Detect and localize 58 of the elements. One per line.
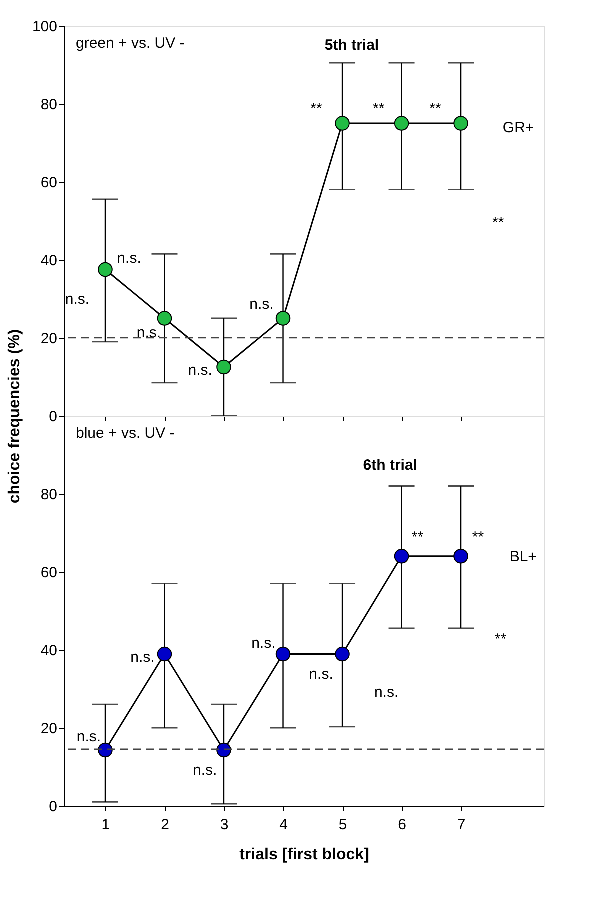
annotation: n.s. (188, 362, 212, 379)
point (157, 311, 172, 326)
y-tick-label: 100 (32, 18, 58, 36)
text: 6th trial (363, 457, 418, 474)
point (98, 742, 113, 758)
annotation: n.s. (374, 684, 399, 702)
point (394, 116, 410, 131)
x-tick-label: 3 (220, 816, 229, 834)
annotation: ** (412, 528, 424, 546)
point (276, 646, 291, 662)
annotation: n.s. (252, 634, 276, 652)
y-tick-label: 20 (40, 720, 58, 738)
point (276, 311, 291, 326)
y-tick-label: 40 (40, 252, 58, 270)
y-axis-title: choice frequencies (%) (6, 329, 24, 504)
annotation: n.s. (117, 250, 142, 268)
point (98, 262, 113, 278)
annotation: n.s. (76, 728, 102, 746)
y-tick-label: 80 (40, 486, 58, 504)
annotation: ** (492, 214, 504, 232)
y-tick-label: 20 (40, 330, 58, 348)
x-tick-label: 6 (398, 816, 406, 834)
annotation: n.s. (193, 762, 218, 780)
annotation: n.s. (309, 666, 334, 684)
annotation: GR+ (502, 119, 534, 136)
annotation: n.s. (250, 296, 274, 314)
x-axis-title: trials [first block] (240, 846, 370, 864)
x-tick-label: 7 (457, 816, 466, 834)
annotation: n.s. (130, 649, 155, 666)
annotation: ** (430, 100, 442, 118)
y-tick-label: 80 (40, 96, 58, 114)
y-tick-label: 0 (49, 408, 58, 426)
annotation: ** (310, 100, 322, 118)
x-tick-label: 2 (161, 816, 170, 834)
x-tick-label: 1 (102, 816, 110, 834)
x-tick-label: 5 (338, 816, 348, 834)
point (157, 646, 172, 662)
annotation: ** (472, 528, 484, 546)
y-tick-label: 60 (40, 174, 58, 192)
text: green + vs. UV - (76, 35, 185, 52)
annotation: n.s. (136, 324, 162, 342)
y-tick-label: 0 (49, 798, 58, 816)
annotation: n.s. (65, 291, 90, 308)
text: blue + vs. UV - (76, 425, 175, 442)
x-tick-label: 4 (280, 816, 288, 834)
point (394, 549, 410, 564)
annotation: BL+ (510, 548, 538, 566)
point (216, 360, 232, 375)
point (454, 116, 468, 131)
point (216, 742, 232, 758)
point (335, 116, 350, 131)
y-tick-label: 60 (40, 564, 58, 582)
y-tick-label: 40 (40, 642, 58, 660)
text: 5th trial (324, 37, 380, 54)
annotation: ** (494, 631, 507, 648)
annotation: ** (373, 100, 385, 118)
point (335, 646, 350, 662)
point (454, 549, 468, 564)
